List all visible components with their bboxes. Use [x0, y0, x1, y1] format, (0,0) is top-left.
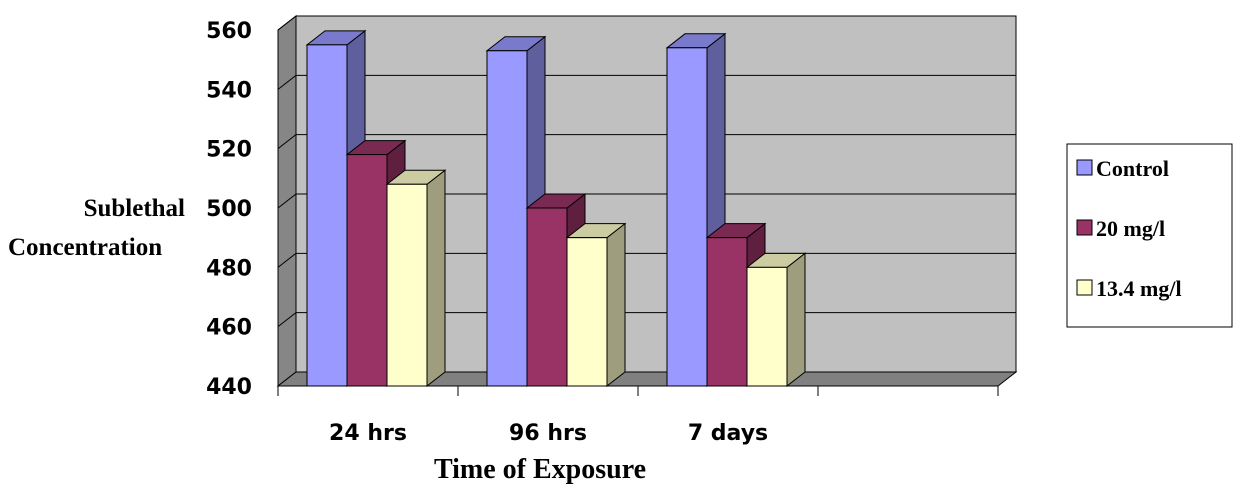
y-tick-label: 540 — [206, 78, 252, 103]
y-tick-label: 480 — [206, 256, 252, 281]
x-tick-label: 24 hrs — [329, 421, 407, 446]
x-tick-label: 7 days — [688, 421, 768, 446]
y-tick-label: 500 — [206, 197, 252, 222]
x-tick-label: 96 hrs — [509, 421, 587, 446]
bar-front — [566, 237, 608, 387]
bar-front — [706, 237, 748, 387]
y-tick-label: 560 — [206, 19, 252, 44]
gridline — [277, 15, 1016, 31]
x-tick-labels: 24 hrs 96 hrs 7 days — [329, 421, 768, 446]
legend-box — [1066, 143, 1233, 328]
gridline — [277, 134, 1016, 150]
y-tick-label: 460 — [206, 316, 252, 341]
bar — [385, 169, 447, 388]
legend-swatch — [1076, 219, 1093, 236]
legend-label: Control — [1096, 156, 1169, 181]
axes — [277, 30, 999, 396]
y-tick-label: 520 — [206, 138, 252, 163]
bar-front — [486, 50, 528, 387]
y-axis-label-line1: Sublethal — [84, 195, 185, 222]
bar-side — [606, 222, 626, 388]
y-axis-label-line2: Concentration — [8, 234, 162, 261]
y-tick-label: 440 — [206, 375, 252, 400]
bar-front — [386, 183, 428, 387]
legend-swatch — [1076, 159, 1093, 176]
legend-label: 13.4 mg/l — [1096, 276, 1182, 301]
bar-side — [426, 169, 446, 388]
gridline — [277, 74, 1016, 90]
bar-front — [346, 154, 388, 387]
legend-swatch — [1076, 279, 1093, 296]
bar-front — [666, 47, 708, 387]
bar-front — [746, 266, 788, 387]
gridline — [277, 193, 1016, 209]
x-axis-label: Time of Exposure — [434, 454, 646, 485]
gridlines — [277, 15, 1016, 328]
bars — [305, 29, 807, 388]
bar — [665, 32, 727, 388]
bar-front — [526, 207, 568, 387]
legend: Control 20 mg/l 13.4 mg/l — [1066, 143, 1233, 328]
bar — [565, 222, 627, 388]
bar-side — [786, 252, 806, 388]
legend-label: 20 mg/l — [1096, 216, 1165, 241]
y-tick-labels: 440 460 480 500 520 540 560 — [206, 19, 252, 400]
bar-front — [306, 44, 348, 387]
bar — [745, 252, 807, 388]
